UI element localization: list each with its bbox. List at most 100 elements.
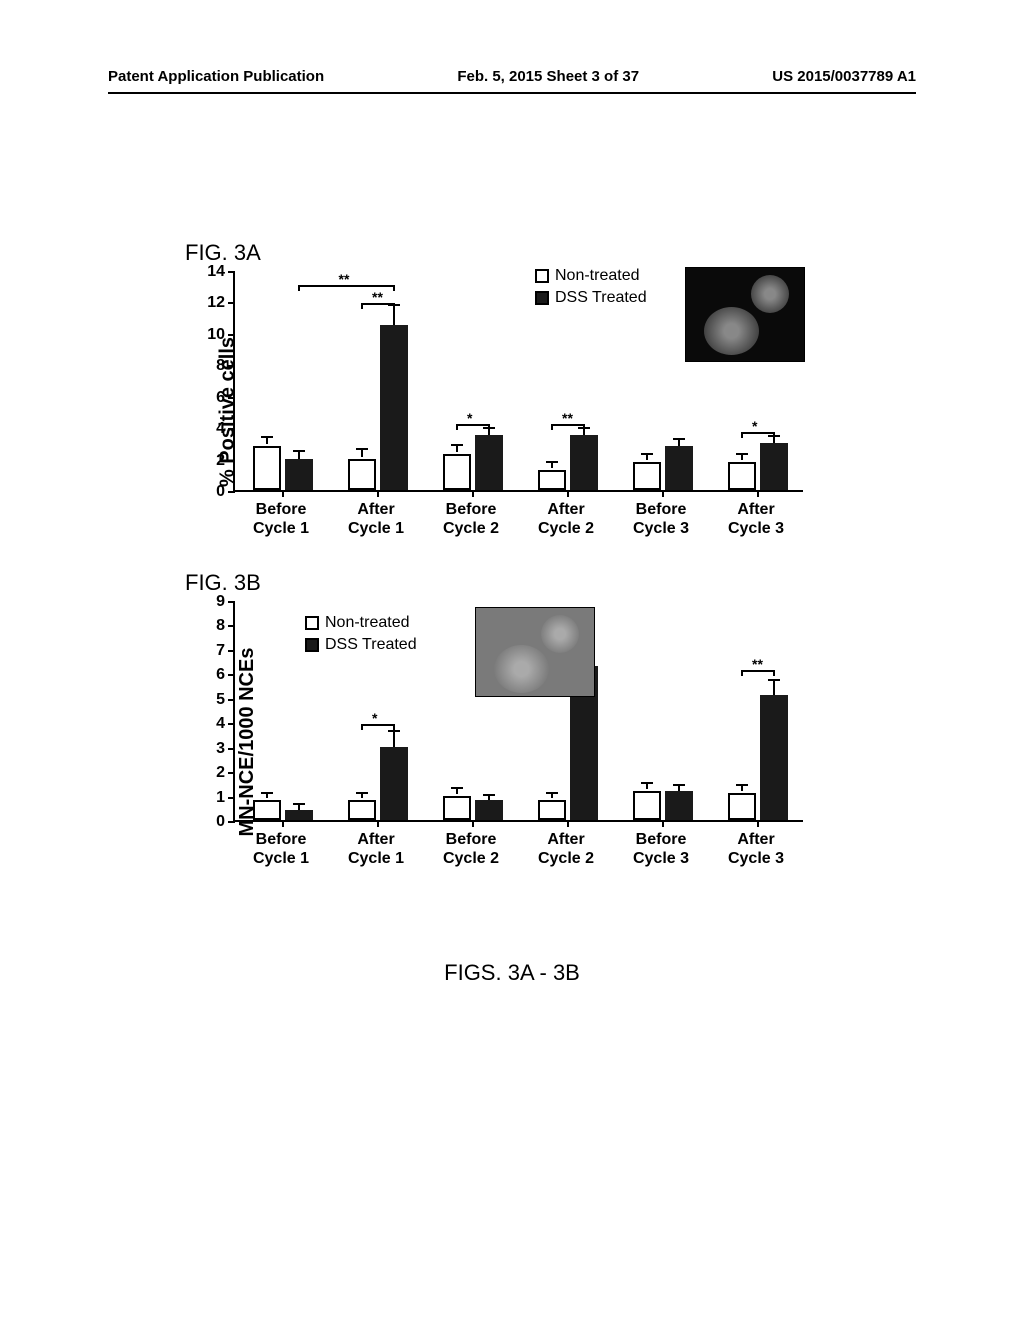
x-axis-label: AfterCycle 3 — [711, 830, 801, 868]
y-tick-label: 1 — [203, 789, 225, 807]
x-axis-label: AfterCycle 1 — [331, 830, 421, 868]
chart-a-plot: 02468101214Non-treatedDSS Treated*******… — [233, 272, 803, 492]
significance-tick — [488, 424, 490, 430]
significance-tick — [361, 724, 363, 730]
header-rule — [108, 92, 916, 94]
y-tick — [228, 271, 235, 273]
y-tick — [228, 601, 235, 603]
significance-tick — [361, 303, 363, 309]
header-right: US 2015/0037789 A1 — [772, 68, 916, 85]
bar — [760, 695, 788, 820]
legend-item: Non-treated — [305, 614, 417, 632]
y-tick-label: 2 — [203, 764, 225, 782]
bar — [633, 462, 661, 490]
y-tick-label: 8 — [203, 617, 225, 635]
y-tick-label: 10 — [203, 326, 225, 344]
x-axis-label: BeforeCycle 3 — [616, 830, 706, 868]
x-tick — [377, 490, 379, 497]
x-tick — [567, 490, 569, 497]
x-tick — [472, 820, 474, 827]
y-tick-label: 9 — [203, 593, 225, 611]
y-tick — [228, 365, 235, 367]
y-tick-label: 4 — [203, 715, 225, 733]
significance-tick — [456, 424, 458, 430]
x-axis-label: AfterCycle 2 — [521, 500, 611, 538]
legend-label: Non-treated — [325, 614, 410, 632]
y-tick-label: 6 — [203, 389, 225, 407]
bar — [538, 470, 566, 490]
y-tick-label: 0 — [203, 483, 225, 501]
x-tick — [757, 490, 759, 497]
x-tick — [662, 820, 664, 827]
y-tick-label: 8 — [203, 357, 225, 375]
significance-tick — [741, 432, 743, 438]
bar — [443, 796, 471, 820]
legend-label: DSS Treated — [325, 636, 417, 654]
bar — [665, 791, 693, 820]
y-tick — [228, 460, 235, 462]
y-tick — [228, 491, 235, 493]
x-tick — [282, 490, 284, 497]
significance-line — [457, 424, 489, 426]
bar — [285, 810, 313, 820]
y-tick — [228, 699, 235, 701]
figure-3a: FIG. 3A % Positive cells 02468101214Non-… — [195, 240, 835, 552]
y-tick — [228, 723, 235, 725]
x-tick — [377, 820, 379, 827]
microscopy-inset — [685, 267, 805, 362]
significance-tick — [773, 670, 775, 676]
bar — [538, 800, 566, 820]
significance-tick — [393, 303, 395, 309]
y-tick-label: 6 — [203, 666, 225, 684]
significance-tick — [741, 670, 743, 676]
y-tick — [228, 302, 235, 304]
legend-item: Non-treated — [535, 267, 647, 285]
x-axis-label: BeforeCycle 1 — [236, 500, 326, 538]
significance-tick — [393, 724, 395, 730]
y-tick — [228, 334, 235, 336]
header-left: Patent Application Publication — [108, 68, 324, 85]
figure-caption: FIGS. 3A - 3B — [0, 960, 1024, 986]
significance-marker: ** — [339, 271, 350, 287]
y-tick-label: 0 — [203, 813, 225, 831]
chart-b-container: MN-NCE/1000 NCEs 0123456789Non-treatedDS… — [195, 602, 835, 882]
y-tick — [228, 674, 235, 676]
legend-item: DSS Treated — [535, 289, 647, 307]
x-axis-label: AfterCycle 1 — [331, 500, 421, 538]
y-tick — [228, 772, 235, 774]
bar — [475, 435, 503, 490]
chart-b-plot: 0123456789Non-treatedDSS Treated***** — [233, 602, 803, 822]
x-tick — [567, 820, 569, 827]
bar — [380, 747, 408, 820]
legend-swatch-open — [305, 616, 319, 630]
bar — [633, 791, 661, 820]
x-tick — [757, 820, 759, 827]
y-tick-label: 5 — [203, 691, 225, 709]
x-axis-label: BeforeCycle 1 — [236, 830, 326, 868]
legend-label: DSS Treated — [555, 289, 647, 307]
legend: Non-treated DSS Treated — [535, 267, 647, 311]
y-tick — [228, 625, 235, 627]
bar — [253, 800, 281, 820]
significance-marker: * — [372, 710, 377, 726]
significance-tick — [551, 424, 553, 430]
y-tick-label: 3 — [203, 740, 225, 758]
legend-swatch-open — [535, 269, 549, 283]
bar — [253, 446, 281, 490]
x-axis-label: AfterCycle 2 — [521, 830, 611, 868]
bar — [475, 800, 503, 820]
legend-label: Non-treated — [555, 267, 640, 285]
significance-marker: ** — [372, 289, 383, 305]
y-tick — [228, 797, 235, 799]
y-tick — [228, 397, 235, 399]
y-tick — [228, 748, 235, 750]
microscopy-inset — [475, 607, 595, 697]
significance-marker: * — [467, 410, 472, 426]
y-tick-label: 14 — [203, 263, 225, 281]
chart-a-container: % Positive cells 02468101214Non-treatedD… — [195, 272, 835, 552]
y-tick — [228, 821, 235, 823]
significance-tick — [773, 432, 775, 438]
x-tick — [282, 820, 284, 827]
bar — [728, 793, 756, 820]
bar — [443, 454, 471, 490]
